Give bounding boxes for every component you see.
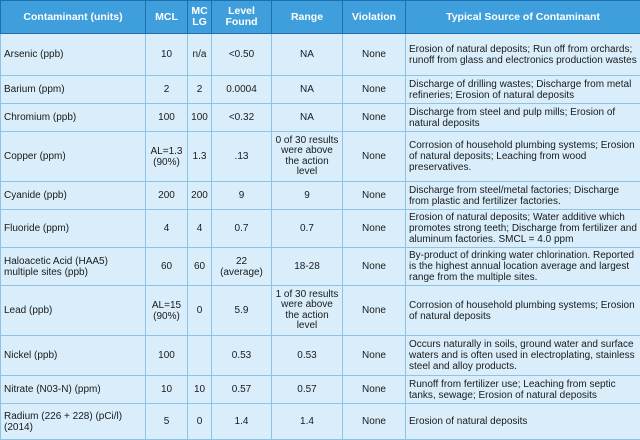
cell-mclg: 4	[188, 210, 212, 248]
header-source: Typical Source of Contaminant	[406, 1, 640, 34]
cell-level: 0.57	[212, 376, 272, 404]
cell-range: 9	[272, 182, 343, 210]
cell-contaminant: Copper (ppm)	[1, 132, 146, 182]
cell-contaminant: Fluoride (ppm)	[1, 210, 146, 248]
cell-range: NA	[272, 104, 343, 132]
table-row: Lead (ppb) AL=15 (90%) 0 5.9 1 of 30 res…	[1, 286, 640, 336]
header-level-found: Level Found	[212, 1, 272, 34]
cell-source: Discharge from steel/metal factories; Di…	[406, 182, 640, 210]
cell-violation: None	[343, 248, 406, 286]
cell-mclg: 0	[188, 286, 212, 336]
cell-range: NA	[272, 34, 343, 76]
table-row: Nitrate (N03-N) (ppm) 10 10 0.57 0.57 No…	[1, 376, 640, 404]
cell-level: <0.50	[212, 34, 272, 76]
cell-violation: None	[343, 104, 406, 132]
cell-range: 1.4	[272, 404, 343, 440]
cell-contaminant: Nitrate (N03-N) (ppm)	[1, 376, 146, 404]
cell-range: 0 of 30 results were above the action le…	[272, 132, 343, 182]
cell-contaminant: Nickel (ppb)	[1, 336, 146, 376]
cell-mclg: 200	[188, 182, 212, 210]
cell-level: .13	[212, 132, 272, 182]
cell-level: 1.4	[212, 404, 272, 440]
cell-mcl: 10	[146, 376, 188, 404]
cell-level: 0.7	[212, 210, 272, 248]
cell-mclg: 2	[188, 76, 212, 104]
cell-range: 18-28	[272, 248, 343, 286]
cell-source: Erosion of natural deposits; Water addit…	[406, 210, 640, 248]
header-mclg: MC LG	[188, 1, 212, 34]
cell-source: Discharge of drilling wastes; Discharge …	[406, 76, 640, 104]
cell-mclg: n/a	[188, 34, 212, 76]
cell-source: Discharge from steel and pulp mills; Ero…	[406, 104, 640, 132]
cell-contaminant: Barium (ppm)	[1, 76, 146, 104]
header-violation: Violation	[343, 1, 406, 34]
cell-mcl: 2	[146, 76, 188, 104]
cell-source: Corrosion of household plumbing systems;…	[406, 286, 640, 336]
cell-contaminant: Chromium (ppb)	[1, 104, 146, 132]
header-mcl: MCL	[146, 1, 188, 34]
cell-mcl: 4	[146, 210, 188, 248]
cell-violation: None	[343, 34, 406, 76]
cell-level: 0.53	[212, 336, 272, 376]
cell-level: <0.32	[212, 104, 272, 132]
cell-violation: None	[343, 404, 406, 440]
cell-range: 0.7	[272, 210, 343, 248]
cell-mclg: 10	[188, 376, 212, 404]
header-row: Contaminant (units) MCL MC LG Level Foun…	[1, 1, 640, 34]
cell-range: 1 of 30 results were above the action le…	[272, 286, 343, 336]
cell-mcl: 5	[146, 404, 188, 440]
cell-source: Erosion of natural deposits; Run off fro…	[406, 34, 640, 76]
cell-source: Runoff from fertilizer use; Leaching fro…	[406, 376, 640, 404]
cell-contaminant: Haloacetic Acid (HAA5) multiple sites (p…	[1, 248, 146, 286]
cell-mclg: 60	[188, 248, 212, 286]
table-row: Barium (ppm) 2 2 0.0004 NA None Discharg…	[1, 76, 640, 104]
cell-mcl: 100	[146, 336, 188, 376]
cell-source: Occurs naturally in soils, ground water …	[406, 336, 640, 376]
table-row: Arsenic (ppb) 10 n/a <0.50 NA None Erosi…	[1, 34, 640, 76]
table-row: Chromium (ppb) 100 100 <0.32 NA None Dis…	[1, 104, 640, 132]
cell-violation: None	[343, 210, 406, 248]
cell-mcl: 60	[146, 248, 188, 286]
cell-source: Corrosion of household plumbing systems;…	[406, 132, 640, 182]
cell-contaminant: Cyanide (ppb)	[1, 182, 146, 210]
cell-mcl: 200	[146, 182, 188, 210]
table-row: Radium (226 + 228) (pCi/l) (2014) 5 0 1.…	[1, 404, 640, 440]
cell-violation: None	[343, 132, 406, 182]
cell-contaminant: Arsenic (ppb)	[1, 34, 146, 76]
cell-source: Erosion of natural deposits	[406, 404, 640, 440]
cell-range: 0.53	[272, 336, 343, 376]
header-contaminant: Contaminant (units)	[1, 1, 146, 34]
cell-violation: None	[343, 376, 406, 404]
cell-mclg: 0	[188, 404, 212, 440]
cell-level: 0.0004	[212, 76, 272, 104]
table-row: Copper (ppm) AL=1.3 (90%) 1.3 .13 0 of 3…	[1, 132, 640, 182]
header-range: Range	[272, 1, 343, 34]
cell-violation: None	[343, 336, 406, 376]
table-row: Cyanide (ppb) 200 200 9 9 None Discharge…	[1, 182, 640, 210]
table-row: Haloacetic Acid (HAA5) multiple sites (p…	[1, 248, 640, 286]
cell-range: 0.57	[272, 376, 343, 404]
cell-mcl: 10	[146, 34, 188, 76]
cell-source: By-product of drinking water chlorinatio…	[406, 248, 640, 286]
cell-violation: None	[343, 286, 406, 336]
cell-contaminant: Lead (ppb)	[1, 286, 146, 336]
cell-mcl: AL=1.3 (90%)	[146, 132, 188, 182]
cell-level: 9	[212, 182, 272, 210]
table-row: Fluoride (ppm) 4 4 0.7 0.7 None Erosion …	[1, 210, 640, 248]
cell-contaminant: Radium (226 + 228) (pCi/l) (2014)	[1, 404, 146, 440]
cell-violation: None	[343, 76, 406, 104]
cell-mcl: AL=15 (90%)	[146, 286, 188, 336]
cell-mclg	[188, 336, 212, 376]
cell-violation: None	[343, 182, 406, 210]
cell-level: 22 (average)	[212, 248, 272, 286]
cell-mcl: 100	[146, 104, 188, 132]
cell-mclg: 100	[188, 104, 212, 132]
table-row: Nickel (ppb) 100 0.53 0.53 None Occurs n…	[1, 336, 640, 376]
cell-level: 5.9	[212, 286, 272, 336]
cell-range: NA	[272, 76, 343, 104]
cell-mclg: 1.3	[188, 132, 212, 182]
